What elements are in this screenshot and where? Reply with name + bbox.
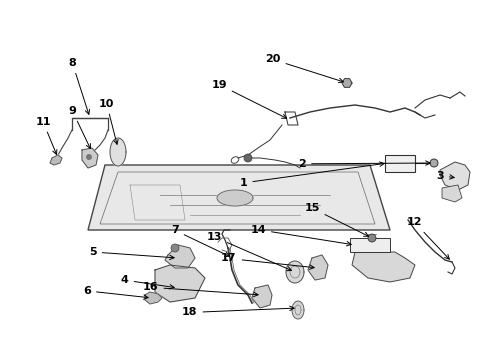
Text: 6: 6 [83, 286, 148, 299]
Circle shape [367, 234, 375, 242]
Polygon shape [251, 285, 271, 308]
Text: 13: 13 [206, 232, 291, 271]
Polygon shape [291, 301, 304, 319]
Text: 3: 3 [435, 171, 453, 181]
Text: 18: 18 [182, 306, 294, 318]
Ellipse shape [429, 159, 437, 167]
Circle shape [244, 154, 251, 162]
Polygon shape [217, 190, 252, 206]
Polygon shape [351, 252, 414, 282]
Text: 4: 4 [121, 275, 174, 289]
Polygon shape [439, 162, 469, 190]
Polygon shape [50, 155, 62, 165]
Polygon shape [285, 261, 304, 283]
Polygon shape [349, 238, 389, 252]
Text: 16: 16 [142, 282, 258, 297]
Text: 7: 7 [171, 225, 229, 256]
Polygon shape [341, 79, 351, 87]
Text: 8: 8 [68, 58, 89, 114]
Text: 15: 15 [304, 203, 368, 236]
Polygon shape [88, 165, 389, 230]
Text: 10: 10 [99, 99, 118, 144]
Text: 14: 14 [250, 225, 350, 246]
Polygon shape [307, 255, 327, 280]
Text: 5: 5 [89, 247, 174, 260]
Text: 19: 19 [211, 80, 286, 118]
Text: 2: 2 [298, 159, 429, 169]
Circle shape [171, 244, 179, 252]
Text: 12: 12 [406, 217, 448, 259]
Text: 1: 1 [239, 162, 384, 188]
Text: 9: 9 [68, 106, 90, 149]
Polygon shape [441, 185, 461, 202]
Circle shape [86, 154, 92, 160]
Polygon shape [155, 265, 204, 302]
Text: 17: 17 [221, 253, 313, 269]
Polygon shape [145, 292, 162, 304]
Polygon shape [110, 138, 126, 166]
Polygon shape [384, 155, 414, 172]
Polygon shape [164, 245, 195, 268]
Polygon shape [82, 148, 98, 168]
Text: 20: 20 [264, 54, 343, 82]
Text: 11: 11 [35, 117, 57, 154]
